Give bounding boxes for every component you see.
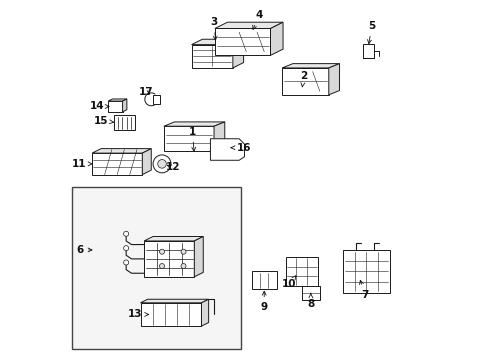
Circle shape bbox=[181, 249, 185, 254]
Polygon shape bbox=[191, 45, 232, 68]
Polygon shape bbox=[282, 64, 339, 68]
Text: 1: 1 bbox=[188, 127, 196, 151]
Text: 4: 4 bbox=[252, 10, 262, 30]
Polygon shape bbox=[92, 153, 142, 175]
Polygon shape bbox=[163, 126, 214, 151]
Text: 9: 9 bbox=[260, 291, 267, 312]
Bar bbox=[72, 187, 241, 348]
Polygon shape bbox=[362, 44, 373, 58]
Circle shape bbox=[181, 264, 185, 269]
Polygon shape bbox=[343, 250, 389, 293]
Text: 13: 13 bbox=[128, 310, 148, 319]
Text: 17: 17 bbox=[138, 87, 153, 97]
Text: 15: 15 bbox=[94, 116, 114, 126]
Text: 7: 7 bbox=[359, 280, 367, 300]
Polygon shape bbox=[285, 257, 317, 286]
Polygon shape bbox=[194, 237, 203, 277]
Text: 14: 14 bbox=[90, 102, 109, 112]
Polygon shape bbox=[144, 237, 203, 241]
Text: 6: 6 bbox=[76, 245, 92, 255]
Circle shape bbox=[158, 159, 166, 168]
Circle shape bbox=[123, 231, 128, 236]
Polygon shape bbox=[251, 271, 276, 289]
Text: 5: 5 bbox=[367, 21, 375, 44]
Polygon shape bbox=[142, 149, 151, 175]
Polygon shape bbox=[140, 303, 201, 326]
Circle shape bbox=[159, 249, 164, 254]
Text: 3: 3 bbox=[210, 17, 217, 40]
Polygon shape bbox=[270, 22, 283, 55]
Circle shape bbox=[159, 264, 164, 269]
Polygon shape bbox=[301, 286, 319, 300]
Text: 2: 2 bbox=[300, 71, 306, 87]
Polygon shape bbox=[108, 99, 126, 101]
Polygon shape bbox=[140, 299, 208, 303]
Polygon shape bbox=[201, 299, 208, 326]
Polygon shape bbox=[232, 39, 243, 68]
Circle shape bbox=[123, 260, 128, 265]
Text: 11: 11 bbox=[72, 159, 92, 169]
Polygon shape bbox=[108, 101, 122, 112]
Circle shape bbox=[123, 246, 128, 251]
Polygon shape bbox=[122, 99, 126, 112]
Polygon shape bbox=[153, 95, 159, 104]
Polygon shape bbox=[163, 122, 224, 126]
Polygon shape bbox=[113, 116, 135, 130]
Polygon shape bbox=[282, 68, 328, 95]
Polygon shape bbox=[191, 39, 243, 45]
Text: 16: 16 bbox=[231, 143, 251, 153]
Polygon shape bbox=[328, 64, 339, 95]
Polygon shape bbox=[214, 28, 270, 55]
Text: 10: 10 bbox=[282, 276, 296, 289]
Text: 8: 8 bbox=[306, 293, 314, 309]
Text: 12: 12 bbox=[165, 162, 180, 172]
Polygon shape bbox=[214, 122, 224, 151]
Polygon shape bbox=[144, 241, 194, 277]
Polygon shape bbox=[92, 149, 151, 153]
Polygon shape bbox=[210, 139, 244, 160]
Polygon shape bbox=[214, 22, 283, 28]
Circle shape bbox=[153, 155, 171, 173]
